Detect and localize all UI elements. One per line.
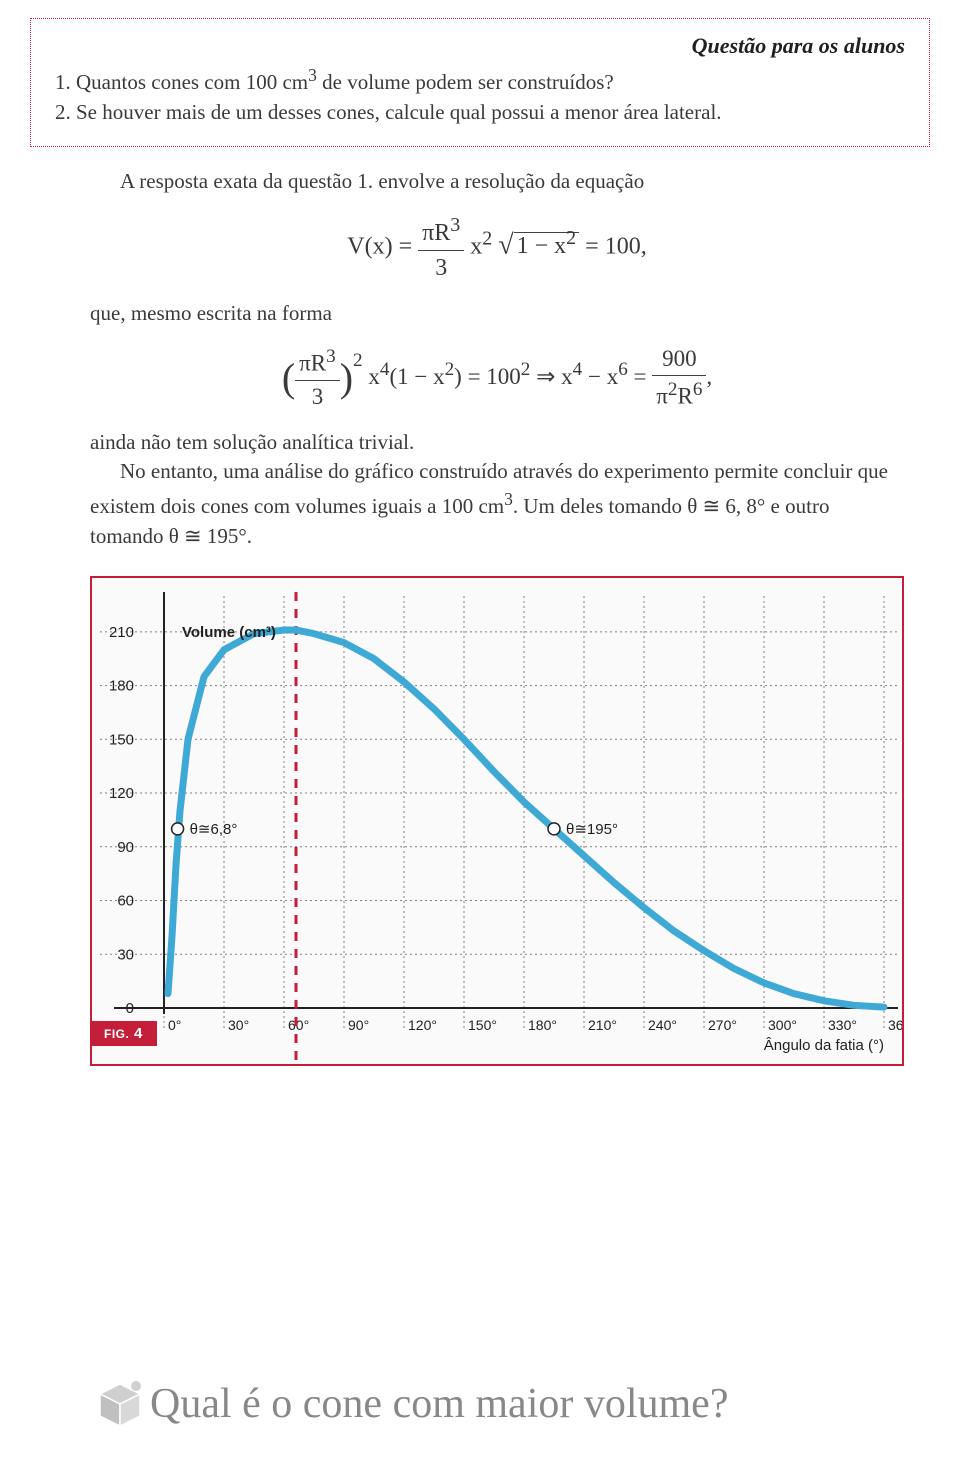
question-2: 2. Se houver mais de um desses cones, ca… [55, 97, 905, 127]
svg-text:360°: 360° [888, 1017, 902, 1033]
svg-text:120: 120 [109, 785, 134, 802]
question-1: 1. Quantos cones com 100 cm3 de volume p… [55, 63, 905, 97]
svg-text:240°: 240° [648, 1017, 677, 1033]
question-header: Questão para os alunos [55, 33, 905, 59]
svg-text:30: 30 [117, 946, 134, 963]
cube-icon [90, 1376, 150, 1432]
svg-text:θ≅195°: θ≅195° [566, 821, 618, 838]
frac-1: πR3 3 [418, 211, 464, 285]
svg-text:30°: 30° [228, 1017, 249, 1033]
svg-text:150: 150 [109, 731, 134, 748]
question-callout: Questão para os alunos 1. Quantos cones … [30, 18, 930, 147]
svg-text:Ângulo da fatia (°): Ângulo da fatia (°) [764, 1037, 884, 1054]
body-p1: A resposta exata da questão 1. envolve a… [90, 167, 904, 197]
svg-text:180: 180 [109, 677, 134, 694]
svg-text:210°: 210° [588, 1017, 617, 1033]
q1-math: 100 cm3 [246, 70, 317, 94]
q2-num: 2. [55, 100, 71, 124]
svg-text:330°: 330° [828, 1017, 857, 1033]
body-p4: No entanto, uma análise do gráfico const… [90, 457, 904, 551]
body-text: A resposta exata da questão 1. envolve a… [90, 167, 904, 552]
svg-text:120°: 120° [408, 1017, 437, 1033]
svg-text:Volume (cm³): Volume (cm³) [182, 624, 276, 641]
svg-text:90°: 90° [348, 1017, 369, 1033]
page-footer: Qual é o cone com maior volume? [0, 1376, 960, 1432]
svg-text:θ≅6,8°: θ≅6,8° [190, 821, 238, 838]
figure-label: FIG. 4 [90, 1021, 157, 1046]
q1-num: 1. [55, 70, 71, 94]
body-p2: que, mesmo escrita na forma [90, 299, 904, 329]
body-p3: ainda não tem solução analítica trivial. [90, 428, 904, 458]
svg-text:300°: 300° [768, 1017, 797, 1033]
svg-text:90: 90 [117, 839, 134, 856]
q1-text-a: Quantos cones com [76, 70, 246, 94]
q2-text: Se houver mais de um desses cones, calcu… [76, 100, 722, 124]
svg-text:0°: 0° [168, 1017, 181, 1033]
svg-text:60: 60 [117, 892, 134, 909]
svg-text:180°: 180° [528, 1017, 557, 1033]
footer-title: Qual é o cone com maior volume? [150, 1380, 728, 1428]
equation-2: ( πR3 3 )2 x4(1 − x2) = 1002 ⇒ x4 − x6 =… [90, 343, 904, 414]
svg-text:150°: 150° [468, 1017, 497, 1033]
volume-chart: 03060901201501802100°30°60°90°120°150°18… [92, 578, 902, 1068]
svg-text:210: 210 [109, 624, 134, 641]
q1-text-b: de volume podem ser construídos? [317, 70, 614, 94]
figure-4: 03060901201501802100°30°60°90°120°150°18… [90, 576, 904, 1066]
equation-1: V(x) = πR3 3 x2 √1 − x2 = 100, [90, 211, 904, 285]
svg-text:270°: 270° [708, 1017, 737, 1033]
svg-text:60°: 60° [288, 1017, 309, 1033]
